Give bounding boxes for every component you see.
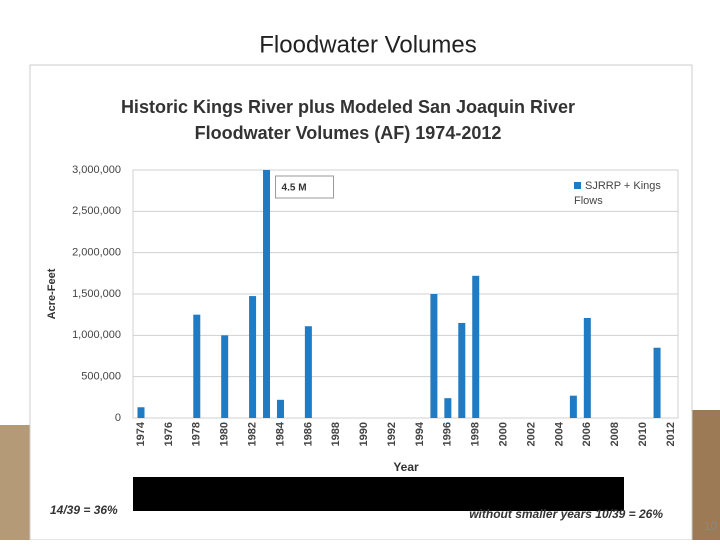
- x-tick-label: 1992: [386, 422, 398, 446]
- bar: [276, 399, 284, 418]
- x-tick-label: 1990: [358, 422, 370, 446]
- y-tick-label: 3,000,000: [72, 164, 121, 176]
- chart-title: Historic Kings River plus Modeled San Jo…: [121, 97, 575, 117]
- y-tick-label: 0: [115, 412, 121, 424]
- x-tick-label: 2006: [581, 422, 593, 446]
- x-tick-label: 2002: [525, 422, 537, 446]
- x-tick-label: 1996: [442, 422, 454, 446]
- x-tick-label: 1978: [191, 422, 203, 446]
- y-tick-label: 2,000,000: [72, 247, 121, 259]
- bar: [583, 317, 591, 418]
- bar: [193, 314, 201, 418]
- bar: [458, 322, 466, 418]
- x-tick-label: 1974: [135, 421, 147, 446]
- slide-title: Floodwater Volumes: [259, 31, 476, 58]
- redaction: [133, 477, 624, 511]
- x-tick-label: 1988: [330, 422, 342, 446]
- x-tick-label: 1982: [246, 422, 258, 446]
- note: 14/39 = 36%: [50, 503, 118, 517]
- chart-title: Floodwater Volumes (AF) 1974-2012: [195, 123, 502, 143]
- side-photo: [0, 425, 30, 540]
- side-photo: [692, 410, 720, 540]
- y-tick-label: 1,000,000: [72, 329, 121, 341]
- x-tick-label: 1976: [163, 422, 175, 446]
- bar: [472, 275, 480, 418]
- bar: [221, 335, 229, 418]
- bar: [569, 395, 577, 418]
- value-label: 4.5 M: [282, 183, 307, 194]
- bar: [653, 347, 661, 418]
- y-axis-label: Acre-Feet: [46, 268, 58, 319]
- x-tick-label: 2004: [553, 421, 565, 446]
- x-axis-label: Year: [393, 460, 419, 474]
- legend-label: SJRRP + Kings Flows: [574, 180, 661, 207]
- y-tick-label: 1,500,000: [72, 288, 121, 300]
- y-tick-label: 500,000: [81, 371, 121, 383]
- page-number: 10: [704, 519, 718, 533]
- bar: [304, 326, 312, 418]
- bar: [444, 398, 452, 418]
- annotation-box: [275, 175, 335, 199]
- bar: [137, 407, 145, 418]
- note: without smaller years 10/39 = 26%: [469, 507, 663, 521]
- x-tick-label: 2012: [665, 422, 677, 446]
- x-tick-label: 2000: [498, 422, 510, 446]
- x-tick-label: 1984: [274, 421, 286, 446]
- bar: [263, 170, 271, 418]
- x-tick-label: 1998: [470, 422, 482, 446]
- bar: [430, 294, 438, 418]
- bar: [249, 296, 257, 418]
- x-tick-label: 1986: [302, 422, 314, 446]
- x-tick-label: 1994: [414, 421, 426, 446]
- legend-swatch: [574, 182, 581, 189]
- x-tick-label: 2010: [637, 422, 649, 446]
- x-tick-label: 1980: [219, 422, 231, 446]
- x-tick-label: 2008: [609, 422, 621, 446]
- y-tick-label: 2,500,000: [72, 205, 121, 217]
